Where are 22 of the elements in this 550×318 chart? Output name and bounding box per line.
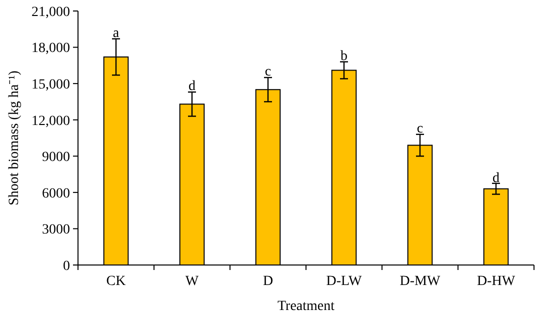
annotation: d xyxy=(188,79,196,94)
x-tick-label: D-HW xyxy=(476,274,516,289)
x-tick-label: D-MW xyxy=(400,274,441,289)
y-tick-label: 21,000 xyxy=(32,4,70,20)
x-tick-label: D xyxy=(262,274,274,289)
y-tick-label: 15,000 xyxy=(32,77,70,92)
x-tick-label: D-LW xyxy=(326,274,363,289)
x-tick-label: CK xyxy=(106,274,126,289)
y-tick-label: 12,000 xyxy=(32,114,70,129)
y-tick-label: 0 xyxy=(63,258,70,274)
y-tick-label: 3000 xyxy=(42,222,70,238)
annotation: b xyxy=(340,48,348,64)
y-tick-label: 18,000 xyxy=(32,41,70,56)
y-tick-label: 6000 xyxy=(42,186,70,202)
annotation: a xyxy=(112,26,120,41)
x-tick-label: W xyxy=(185,274,200,289)
y-axis-title: Shoot biomass (kg ha⁻¹) xyxy=(7,70,22,206)
x-axis-title: Treatment xyxy=(277,299,335,314)
annotation: d xyxy=(492,170,500,186)
y-tick-label: 9000 xyxy=(42,150,70,166)
annotation: c xyxy=(416,121,424,136)
annotation: c xyxy=(264,64,272,80)
